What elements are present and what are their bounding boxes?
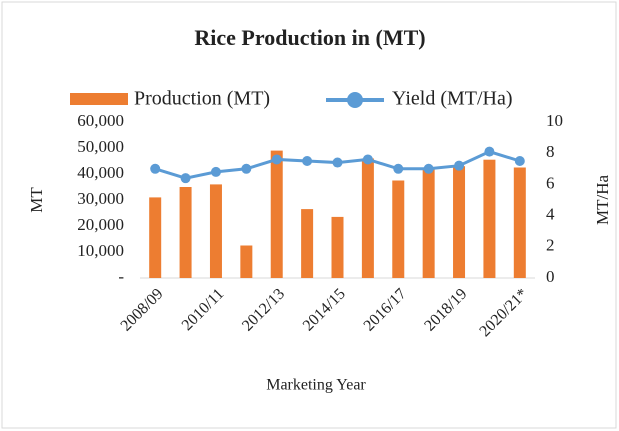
bar — [361, 158, 374, 278]
y2-axis-title: MT/Ha — [593, 175, 612, 226]
yield-point — [454, 160, 465, 171]
y2-tick-label: 2 — [546, 236, 555, 255]
bar — [240, 245, 253, 278]
y-tick-label: 30,000 — [77, 189, 124, 208]
bar — [422, 168, 435, 278]
y2-tick-label: 8 — [546, 142, 555, 161]
y-tick-label: 60,000 — [77, 111, 124, 130]
legend-swatch — [347, 92, 363, 108]
y-tick-label: - — [118, 267, 124, 286]
y2-tick-label: 4 — [546, 205, 555, 224]
yield-point — [484, 146, 495, 157]
yield-point — [271, 154, 282, 165]
bar — [392, 180, 405, 278]
yield-point — [302, 156, 313, 166]
yield-point — [332, 157, 343, 168]
yield-point — [241, 163, 252, 174]
legend-label: Yield (MT/Ha) — [392, 88, 513, 110]
legend-swatch — [70, 93, 128, 105]
bar — [149, 197, 162, 278]
bar — [179, 187, 192, 278]
bar — [453, 166, 466, 278]
bar — [513, 167, 526, 278]
y2-tick-label: 0 — [546, 267, 555, 286]
yield-point — [150, 163, 161, 174]
x-axis-title: Marketing Year — [266, 377, 366, 394]
y2-tick-label: 10 — [546, 111, 563, 130]
yield-point — [210, 166, 221, 177]
legend-label: Production (MT) — [134, 88, 270, 110]
bar — [270, 150, 283, 278]
yield-point — [362, 154, 373, 165]
y-tick-label: 20,000 — [77, 215, 124, 234]
yield-point — [423, 163, 434, 174]
bar — [209, 184, 222, 278]
y-axis-title: MT — [27, 187, 46, 213]
chart-title: Rice Production in (MT) — [194, 25, 425, 50]
y-tick-label: 50,000 — [77, 137, 124, 156]
yield-point — [514, 156, 525, 166]
bar — [483, 159, 496, 278]
bar — [301, 209, 314, 278]
y2-tick-label: 6 — [546, 173, 555, 192]
yield-point — [393, 163, 404, 174]
yield-point — [180, 173, 191, 184]
y-tick-label: 40,000 — [77, 163, 124, 182]
bar — [331, 216, 344, 278]
y-tick-label: 10,000 — [77, 241, 124, 260]
